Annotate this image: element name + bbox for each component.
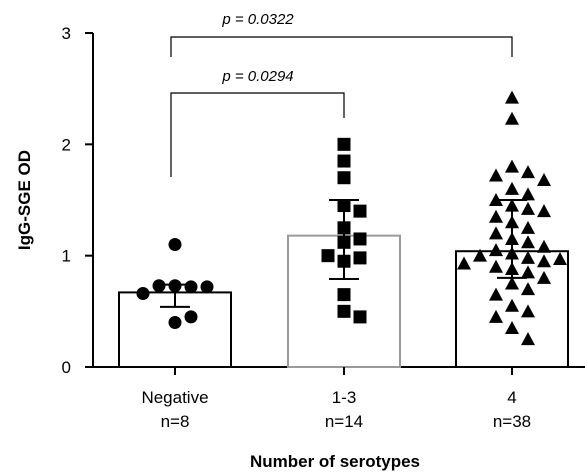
data-point-triangle [521, 220, 535, 234]
data-point-square [321, 249, 335, 263]
data-point-triangle [489, 309, 503, 323]
data-point-triangle [521, 187, 535, 201]
data-point-triangle [505, 321, 519, 335]
data-point-circle [168, 238, 182, 252]
data-point-triangle [505, 298, 519, 312]
x-tick-n-label: n=14 [325, 412, 363, 431]
data-point-triangle [521, 201, 535, 215]
data-point-square [353, 310, 367, 324]
x-tick-label: Negative [141, 388, 208, 407]
data-point-triangle [505, 181, 519, 195]
data-point-triangle [457, 256, 471, 270]
x-tick-n-label: n=38 [493, 412, 531, 431]
data-point-triangle [537, 172, 551, 186]
data-point-triangle [521, 282, 535, 296]
data-point-triangle [505, 159, 519, 173]
data-point-triangle [489, 168, 503, 182]
data-point-triangle [521, 304, 535, 318]
data-point-square [353, 204, 367, 218]
data-point-triangle [521, 235, 535, 249]
data-point-square [337, 288, 351, 302]
data-point-triangle [489, 209, 503, 223]
data-point-triangle [489, 243, 503, 257]
y-axis-title: IgG-SGE OD [15, 150, 34, 250]
y-tick-label: 1 [62, 247, 71, 266]
data-point-triangle [537, 254, 551, 268]
y-tick-label: 0 [62, 358, 71, 377]
data-point-triangle [489, 259, 503, 273]
data-point-triangle [537, 270, 551, 284]
data-point-triangle [521, 250, 535, 264]
comparison-bracket [170, 36, 513, 57]
data-point-triangle [489, 226, 503, 240]
comparison-bracket [170, 92, 345, 177]
y-tick-label: 3 [62, 24, 71, 43]
data-point-triangle [505, 111, 519, 125]
data-point-triangle [521, 332, 535, 346]
x-tick-label: 4 [507, 388, 516, 407]
y-tick-label: 2 [62, 135, 71, 154]
data-point-square [337, 171, 351, 185]
x-tick-n-label: n=8 [161, 412, 190, 431]
data-point-square [353, 232, 367, 246]
data-point-circle [152, 279, 166, 293]
data-point-triangle [505, 276, 519, 290]
data-point-triangle [489, 193, 503, 206]
data-point-square [337, 304, 351, 318]
data-point-triangle [505, 90, 519, 104]
data-point-square [337, 137, 351, 151]
data-point-triangle [537, 204, 551, 218]
data-point-triangle [521, 165, 535, 179]
data-point-circle [184, 280, 198, 294]
data-point-triangle [489, 287, 503, 301]
data-point-circle [184, 310, 198, 324]
p-value-label: p = 0.0322 [221, 11, 294, 28]
p-value-label: p = 0.0294 [221, 68, 293, 85]
data-point-triangle [553, 252, 567, 266]
data-point-square [337, 154, 351, 168]
data-point-circle [200, 280, 214, 294]
data-point-circle [168, 315, 182, 329]
data-point-triangle [537, 239, 551, 253]
data-point-triangle [521, 265, 535, 279]
data-point-triangle [473, 248, 487, 262]
data-point-square [353, 251, 367, 265]
x-axis-title: Number of serotypes [250, 452, 420, 471]
x-tick-label: 1-3 [332, 388, 357, 407]
data-point-circle [136, 287, 150, 301]
